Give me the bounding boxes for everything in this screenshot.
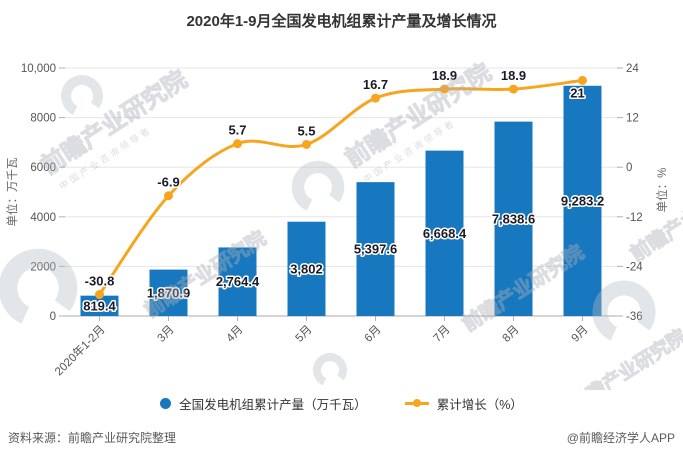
left-axis-tick-label: 0: [50, 311, 56, 323]
watermark-logo-icon: [291, 160, 345, 214]
bar-value-label: 819.4: [83, 298, 116, 313]
line-value-label: 18.9: [501, 68, 526, 83]
x-axis-label: 7月: [431, 324, 452, 345]
watermark-logo-icon: [312, 352, 348, 388]
right-axis-tick-label: -24: [626, 261, 643, 273]
bar-value-label: 3,802: [290, 261, 323, 276]
line-point[interactable]: [233, 139, 242, 149]
line-series-marker-icon: [404, 398, 429, 409]
bar[interactable]: [563, 85, 602, 316]
x-axis-label: 3月: [155, 324, 176, 345]
line-value-label: -30.8: [85, 274, 115, 289]
source-note: 资料来源：前瞻产业研究院整理: [8, 431, 177, 445]
legend-label-growth: 累计增长（%）: [436, 397, 523, 412]
x-axis-label: 9月: [569, 324, 590, 345]
chart-title: 2020年1-9月全国发电机组累计产量及增长情况: [186, 13, 497, 30]
watermark-text: 前瞻产业研究院: [36, 65, 192, 180]
x-axis-label: 6月: [362, 324, 383, 345]
right-axis-title: 单位：%: [655, 168, 669, 213]
watermark-logo-icon: [61, 75, 103, 117]
left-axis-tick-label: 4000: [30, 212, 56, 224]
watermark-logo-icon: [592, 280, 656, 344]
right-axis-tick-label: 12: [626, 113, 639, 125]
line-point[interactable]: [440, 84, 449, 94]
line-point[interactable]: [302, 139, 311, 149]
bar[interactable]: [356, 182, 395, 316]
left-axis-tick-label: 6000: [30, 162, 56, 174]
bar-value-label: 6,668.4: [423, 226, 467, 241]
bar-value-label: 5,397.6: [354, 242, 397, 257]
legend-item-growth[interactable]: 累计增长（%）: [404, 394, 523, 413]
line-value-label: 5.7: [228, 123, 246, 138]
x-axis-label: 8月: [500, 324, 521, 345]
line-value-label: 21: [570, 85, 584, 100]
line-value-label: -6.9: [157, 175, 179, 190]
bar[interactable]: [287, 221, 326, 316]
credit-note: @前瞻经济学人APP: [566, 431, 675, 445]
bar[interactable]: [149, 269, 188, 316]
left-axis-tick-label: 2000: [30, 261, 56, 273]
bar-value-label: 9,283.2: [561, 193, 604, 208]
left-axis-tick-label: 8000: [30, 113, 56, 125]
bar-value-label: 1,870.9: [147, 285, 190, 300]
footer: 资料来源：前瞻产业研究院整理 @前瞻经济学人APP: [8, 429, 675, 446]
legend-item-production[interactable]: 全国发电机组累计产量（万千瓦）: [160, 394, 367, 413]
combo-chart: 0 2000 4000 6000 8000 10,000 -36 -24 -12 0 12 24 单位：…: [0, 58, 683, 390]
x-axis-label: 5月: [293, 324, 314, 345]
watermark-logo-icon: [0, 248, 78, 328]
bar[interactable]: [218, 247, 257, 316]
line-value-label: 16.7: [363, 77, 388, 92]
right-axis-tick-label: 0: [626, 162, 632, 174]
bar-value-label: 2,764.4: [216, 274, 260, 289]
bar-series-marker-icon: [160, 397, 172, 409]
bar[interactable]: [494, 121, 533, 316]
line-value-label: 18.9: [432, 68, 457, 83]
bar[interactable]: [80, 295, 119, 316]
watermark-text: 前瞻产业研究院: [340, 58, 496, 173]
legend-label-production: 全国发电机组累计产量（万千瓦）: [179, 397, 367, 412]
line-point[interactable]: [164, 191, 173, 201]
x-axis-label: 4月: [224, 324, 245, 345]
legend: 全国发电机组累计产量（万千瓦） 累计增长（%）: [0, 392, 683, 414]
left-axis-tick-label: 10,000: [21, 63, 56, 75]
line-point[interactable]: [95, 290, 104, 300]
right-axis-tick-label: -36: [626, 311, 643, 323]
line-point[interactable]: [509, 84, 518, 94]
right-axis-tick-label: -12: [626, 212, 643, 224]
left-axis-title: 单位：万千瓦: [5, 158, 19, 227]
line-point[interactable]: [578, 75, 587, 85]
bar[interactable]: [425, 150, 464, 316]
x-axis-label: 2020年1-2月: [52, 322, 108, 378]
line-value-label: 5.5: [297, 123, 315, 138]
right-axis-tick-label: 24: [626, 63, 639, 75]
bar-value-label: 7,838.6: [492, 211, 535, 226]
line-point[interactable]: [371, 93, 380, 103]
